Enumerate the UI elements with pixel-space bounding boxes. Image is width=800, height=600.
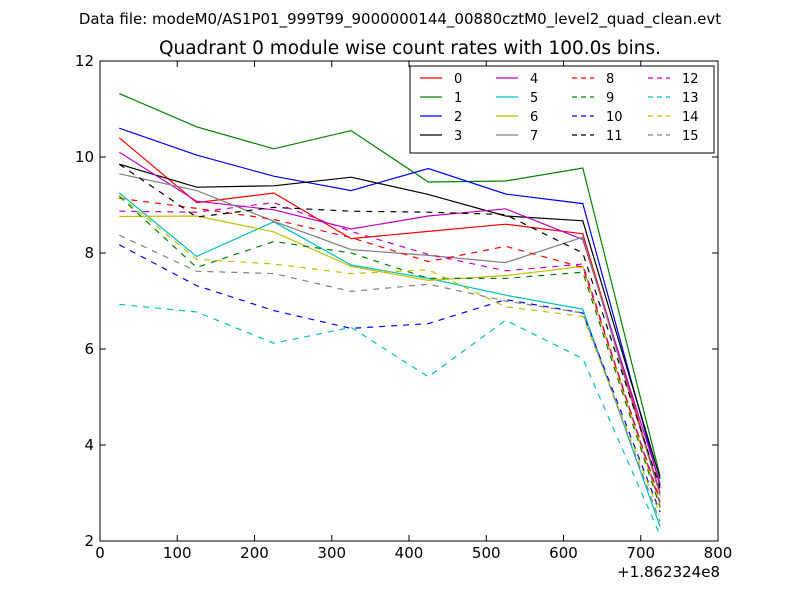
- y-tick-label: 4: [84, 436, 94, 454]
- series-line-5: [118, 192, 661, 527]
- x-tick-label: 200: [240, 544, 269, 562]
- y-tick-label: 2: [84, 532, 94, 550]
- series-line-14: [118, 194, 661, 515]
- x-tick-label: 700: [626, 544, 655, 562]
- y-tick-label: 6: [84, 340, 94, 358]
- x-offset-label: +1.862324e8: [617, 563, 720, 581]
- legend-box: [409, 65, 715, 154]
- x-tick-label: 800: [704, 544, 733, 562]
- legend-label-3: 3: [454, 129, 462, 144]
- legend-label-11: 11: [606, 129, 623, 144]
- series-line-1: [119, 93, 661, 477]
- x-tick-label: 400: [395, 544, 424, 562]
- legend-label-2: 2: [454, 110, 462, 125]
- y-tick-label: 12: [75, 52, 94, 70]
- series-line-15: [119, 234, 661, 523]
- chart-suptitle: Data file: modeM0/AS1P01_999T99_90000001…: [79, 10, 721, 29]
- x-tick-label: 300: [317, 544, 346, 562]
- plot-area: [118, 93, 661, 536]
- legend-label-1: 1: [454, 91, 462, 106]
- legend-label-4: 4: [530, 72, 538, 87]
- legend-label-8: 8: [606, 72, 614, 87]
- legend-label-14: 14: [682, 110, 699, 125]
- series-line-0: [118, 137, 661, 494]
- legend-label-12: 12: [682, 72, 699, 87]
- series-line-9: [118, 195, 661, 508]
- series-line-11: [118, 163, 661, 489]
- series-line-13: [119, 303, 661, 536]
- y-tick-label: 8: [84, 244, 94, 262]
- series-line-7: [119, 173, 661, 496]
- legend-label-5: 5: [530, 91, 538, 106]
- legend-label-6: 6: [530, 110, 538, 125]
- legend-label-9: 9: [606, 91, 614, 106]
- series-line-4: [118, 151, 661, 484]
- series-line-10: [119, 244, 661, 513]
- series-line-6: [119, 215, 661, 506]
- legend-label-7: 7: [530, 129, 538, 144]
- series-line-8: [119, 197, 661, 501]
- chart-title: Quadrant 0 module wise count rates with …: [159, 38, 661, 59]
- series-line-12: [119, 201, 661, 503]
- series-line-3: [119, 163, 661, 479]
- x-tick-label: 500: [472, 544, 501, 562]
- x-tick-label: 100: [163, 544, 192, 562]
- series-line-2: [119, 127, 661, 486]
- x-tick-label: 600: [549, 544, 578, 562]
- legend-label-0: 0: [454, 72, 462, 87]
- x-tick-label: 0: [95, 544, 105, 562]
- legend-label-15: 15: [682, 129, 699, 144]
- y-tick-label: 10: [75, 148, 94, 166]
- legend-label-13: 13: [682, 91, 699, 106]
- legend-label-10: 10: [606, 110, 623, 125]
